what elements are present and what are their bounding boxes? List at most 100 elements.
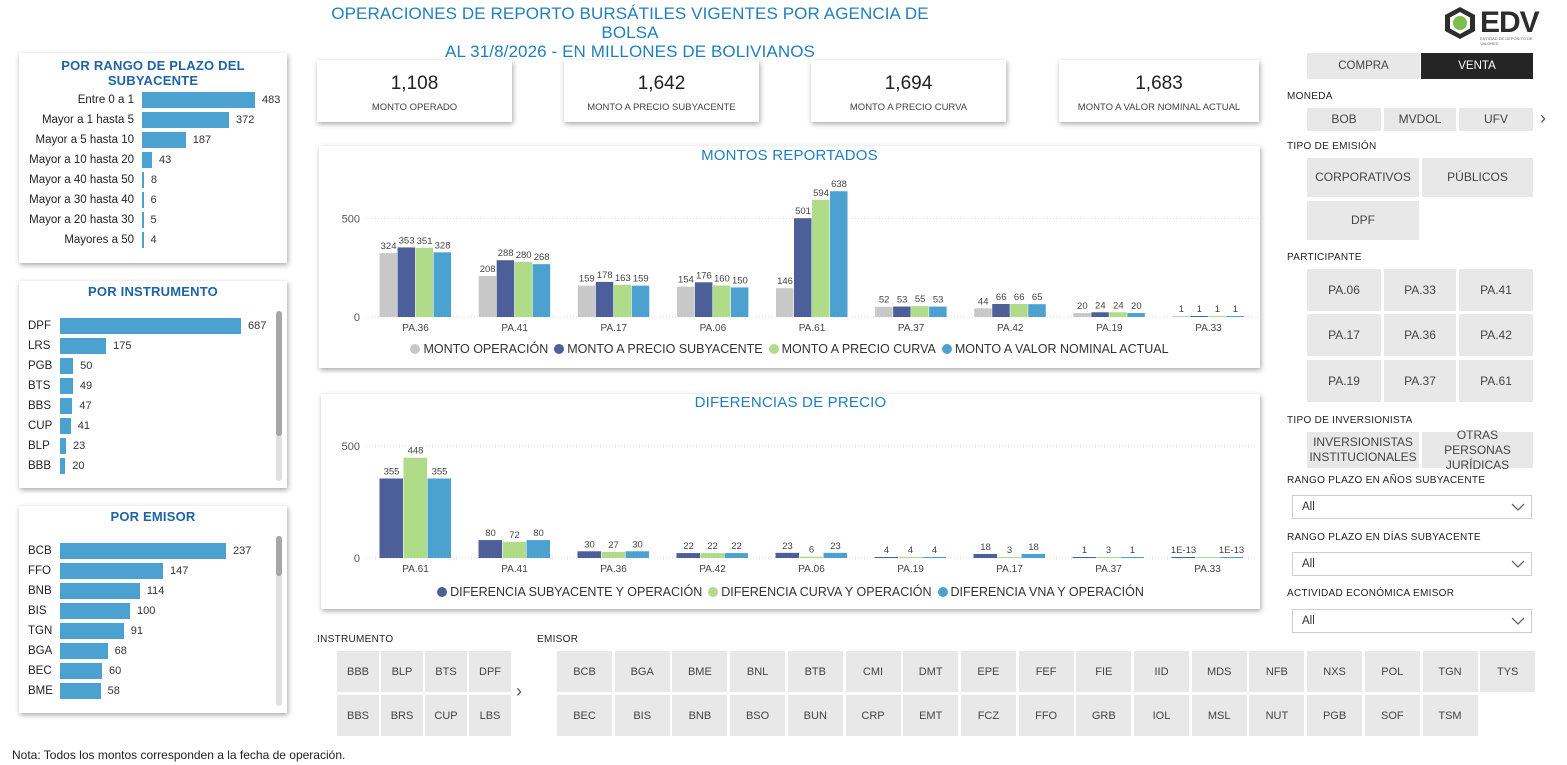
bar-row[interactable]: BBS 47: [19, 398, 279, 414]
emisor-tile[interactable]: BIS: [614, 695, 670, 736]
legend-item[interactable]: MONTO OPERACIÓN: [410, 342, 548, 356]
emisor-tile[interactable]: PGB: [1307, 695, 1363, 736]
emisor-tile[interactable]: FIE: [1076, 651, 1132, 692]
bar-row[interactable]: BBB 20: [19, 458, 279, 474]
bar-row[interactable]: CUP 41: [19, 418, 279, 434]
bar-row[interactable]: BEC 60: [19, 663, 279, 679]
emisor-tile[interactable]: BSO: [730, 695, 786, 736]
moneda-bob[interactable]: BOB: [1307, 108, 1381, 131]
legend-item[interactable]: MONTO A PRECIO SUBYACENTE: [554, 342, 763, 356]
bar-row[interactable]: BIS 100: [19, 603, 279, 619]
bar-row[interactable]: Mayor a 5 hasta 10 187: [19, 132, 279, 148]
participante-tile[interactable]: PA.33: [1384, 269, 1456, 311]
participante-tile[interactable]: PA.42: [1459, 314, 1533, 356]
emisor-tile[interactable]: BNB: [672, 695, 728, 736]
otras-personas-juridicas-tile[interactable]: OTRAS PERSONAS JURÍDICAS: [1422, 428, 1533, 472]
emisor-tile[interactable]: BGA: [614, 651, 670, 692]
participante-tile[interactable]: PA.19: [1307, 360, 1381, 402]
moneda-next-chevron-icon[interactable]: ›: [1540, 108, 1546, 128]
emisor-tile[interactable]: NFB: [1249, 651, 1305, 692]
legend-item[interactable]: MONTO A VALOR NOMINAL ACTUAL: [941, 342, 1169, 356]
emisor-tile[interactable]: DMT: [903, 651, 959, 692]
emisor-tile[interactable]: EPE: [960, 651, 1016, 692]
venta-button[interactable]: VENTA: [1421, 53, 1533, 79]
emisor-tile[interactable]: BEC: [557, 695, 612, 736]
instrumento-next-chevron-icon[interactable]: ›: [516, 681, 522, 701]
participante-tile[interactable]: PA.41: [1459, 269, 1533, 311]
instrumento-tile[interactable]: LBS: [469, 695, 511, 736]
legend-item[interactable]: DIFERENCIA CURVA Y OPERACIÓN: [708, 585, 932, 599]
emisor-tile[interactable]: NUT: [1249, 695, 1305, 736]
bar-row[interactable]: DPF 687: [19, 318, 279, 334]
legend-item[interactable]: MONTO A PRECIO CURVA: [768, 342, 936, 356]
emisor-tile[interactable]: IOL: [1134, 695, 1189, 736]
emisor-tile[interactable]: FEF: [1018, 651, 1074, 692]
instrumento-tile[interactable]: BLP: [381, 651, 423, 692]
emisor-tile[interactable]: GRB: [1076, 695, 1132, 736]
instrumento-tile[interactable]: CUP: [425, 695, 467, 736]
inversionistas-institucionales-tile[interactable]: INVERSIONISTAS INSTITUCIONALES: [1307, 432, 1419, 468]
actividad-dropdown[interactable]: All: [1292, 609, 1532, 633]
emisor-tile[interactable]: FCZ: [960, 695, 1016, 736]
bar-row[interactable]: LRS 175: [19, 338, 279, 354]
emisor-tile[interactable]: NXS: [1307, 651, 1363, 692]
bar-row[interactable]: BME 58: [19, 683, 279, 699]
rango-anios-dropdown[interactable]: All: [1292, 495, 1532, 519]
emisor-tile[interactable]: BCB: [557, 651, 612, 692]
instrumento-tile[interactable]: BRS: [381, 695, 423, 736]
bar-row[interactable]: Mayor a 30 hasta 40 6: [19, 192, 279, 208]
instrumento-tile[interactable]: DPF: [469, 651, 511, 692]
emisor-tile[interactable]: SOF: [1364, 695, 1420, 736]
participante-tile[interactable]: PA.36: [1384, 314, 1456, 356]
instrumento-scrollbar[interactable]: [276, 311, 282, 481]
emisor-tile[interactable]: TYS: [1480, 651, 1536, 692]
participante-tile[interactable]: PA.61: [1459, 360, 1533, 402]
bar-row[interactable]: Mayor a 1 hasta 5 372: [19, 112, 279, 128]
emisor-tile[interactable]: EMT: [903, 695, 959, 736]
emisor-tile[interactable]: FFO: [1018, 695, 1074, 736]
moneda-ufv[interactable]: UFV: [1459, 108, 1533, 131]
bar-row[interactable]: Mayores a 50 4: [19, 232, 279, 248]
emisor-tile[interactable]: MDS: [1191, 651, 1247, 692]
bar-row[interactable]: BCB 237: [19, 543, 279, 559]
emisor-tile[interactable]: BNL: [730, 651, 786, 692]
bar-row[interactable]: Mayor a 40 hasta 50 8: [19, 172, 279, 188]
compra-button[interactable]: COMPRA: [1307, 53, 1420, 79]
tipo-emision-corporativos[interactable]: CORPORATIVOS: [1307, 158, 1419, 197]
participante-tile[interactable]: PA.06: [1307, 269, 1381, 311]
bar-row[interactable]: BNB 114: [19, 583, 279, 599]
instrumento-tile[interactable]: BTS: [425, 651, 467, 692]
emisor-tile[interactable]: BME: [672, 651, 728, 692]
bar-row[interactable]: TGN 91: [19, 623, 279, 639]
bar-row[interactable]: PGB 50: [19, 358, 279, 374]
scrollbar-thumb[interactable]: [276, 311, 282, 436]
emisor-tile[interactable]: BTB: [787, 651, 843, 692]
emisor-tile[interactable]: BUN: [787, 695, 843, 736]
instrumento-tile[interactable]: BBS: [337, 695, 379, 736]
participante-tile[interactable]: PA.37: [1384, 360, 1456, 402]
tipo-emision-publicos[interactable]: PÚBLICOS: [1422, 158, 1533, 197]
scrollbar-thumb[interactable]: [276, 536, 282, 576]
emisor-tile[interactable]: TSM: [1422, 695, 1478, 736]
rango-dias-dropdown[interactable]: All: [1292, 552, 1532, 576]
moneda-mvdol[interactable]: MVDOL: [1384, 108, 1456, 131]
emisor-tile[interactable]: CMI: [845, 651, 901, 692]
legend-item[interactable]: DIFERENCIA VNA Y OPERACIÓN: [937, 585, 1144, 599]
emisor-tile[interactable]: TGN: [1422, 651, 1478, 692]
bar-row[interactable]: BLP 23: [19, 438, 279, 454]
emisor-tile[interactable]: CRP: [845, 695, 901, 736]
bar-row[interactable]: Mayor a 10 hasta 20 43: [19, 152, 279, 168]
participante-tile[interactable]: PA.17: [1307, 314, 1381, 356]
bar-row[interactable]: BTS 49: [19, 378, 279, 394]
bar-row[interactable]: BGA 68: [19, 643, 279, 659]
emisor-tile[interactable]: MSL: [1191, 695, 1247, 736]
emisor-tile[interactable]: IID: [1134, 651, 1189, 692]
bar-row[interactable]: Mayor a 20 hasta 30 5: [19, 212, 279, 228]
emisor-scrollbar[interactable]: [276, 536, 282, 706]
instrumento-tile[interactable]: BBB: [337, 651, 379, 692]
emisor-tile[interactable]: POL: [1364, 651, 1420, 692]
tipo-emision-dpf[interactable]: DPF: [1307, 201, 1419, 240]
bar-row[interactable]: FFO 147: [19, 563, 279, 579]
bar-row[interactable]: Entre 0 a 1 483: [19, 92, 280, 108]
legend-item[interactable]: DIFERENCIA SUBYACENTE Y OPERACIÓN: [437, 585, 702, 599]
